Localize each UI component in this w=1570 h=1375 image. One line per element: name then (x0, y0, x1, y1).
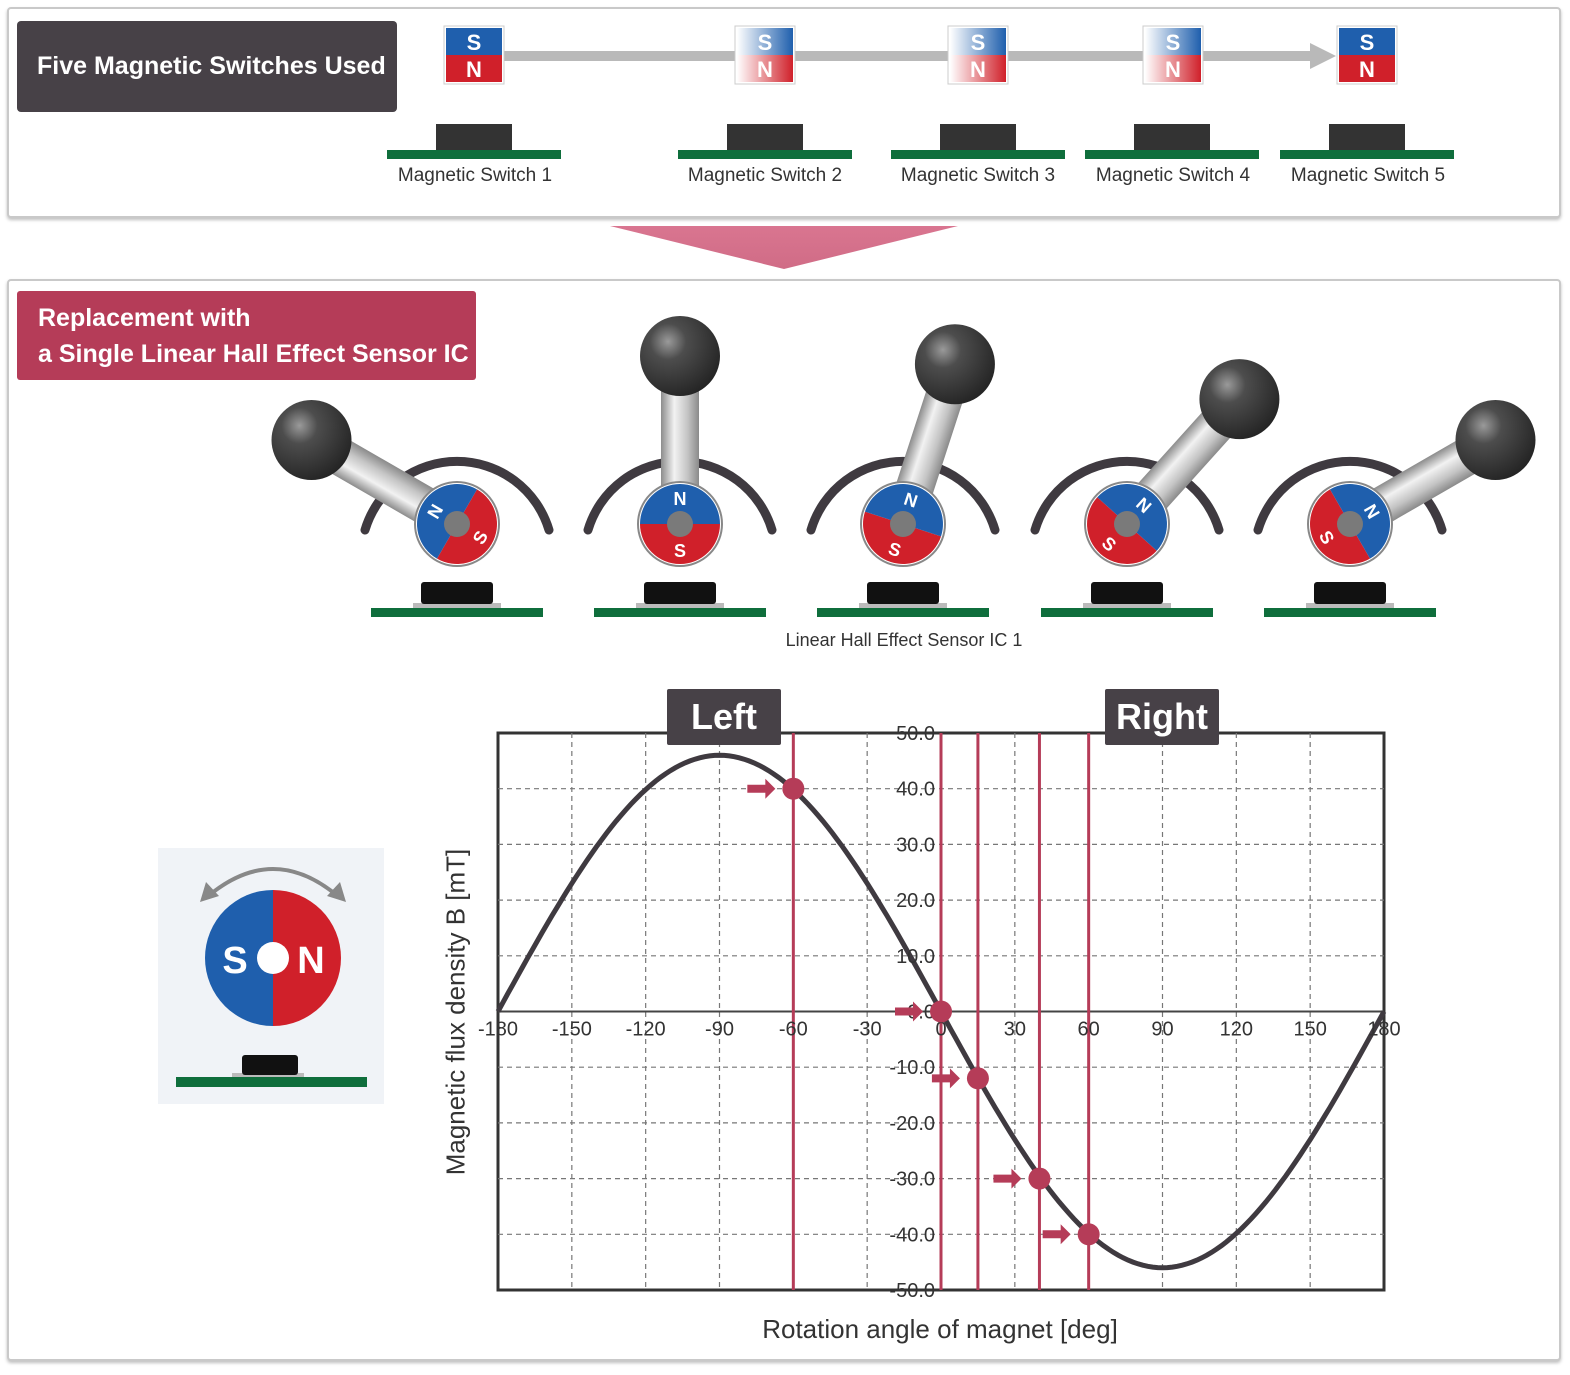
rotate-right-arrow-icon (327, 882, 346, 902)
joystick-lever-2 (583, 316, 777, 617)
sensor-panel (7, 279, 1561, 1361)
y-tick-label: -40.0 (889, 1224, 935, 1246)
y-tick-label: -50.0 (889, 1280, 935, 1302)
track-magnet-north-4: N (1165, 57, 1181, 82)
y-tick-label: 20.0 (896, 890, 935, 912)
x-tick-label: -90 (705, 1019, 734, 1041)
magnetic-switch-4 (1085, 124, 1259, 159)
sensor-panel-title-line1: Replacement with (38, 304, 251, 332)
lever-north-pole-3: N (901, 489, 920, 512)
region-label-right: Right (1105, 689, 1219, 745)
y-tick-label: -30.0 (889, 1169, 935, 1191)
y-tick-label: -10.0 (889, 1057, 935, 1079)
track-magnet-north-1: N (466, 57, 482, 82)
magnetic-switches (387, 124, 1454, 159)
switch-label-2: Magnetic Switch 2 (687, 165, 843, 186)
threshold-point (930, 1000, 952, 1023)
y-tick-label: 10.0 (896, 946, 935, 968)
track-magnet-south-1: S (467, 30, 482, 55)
x-tick-label: 60 (1078, 1019, 1100, 1041)
x-tick-label: 30 (1004, 1019, 1026, 1041)
x-tick-label: 90 (1151, 1019, 1173, 1041)
x-tick-label: 150 (1293, 1019, 1326, 1041)
magnetic-switch-1 (387, 124, 561, 159)
switch-label-5: Magnetic Switch 5 (1290, 165, 1446, 186)
region-label-left: Left (667, 689, 781, 745)
sensor-panel-title-line2: a Single Linear Hall Effect Sensor IC (38, 340, 469, 368)
y-axis-label: Magnetic flux density B [mT] (440, 848, 471, 1176)
threshold-arrow-icon (895, 1001, 923, 1022)
track-magnet-1 (443, 25, 505, 85)
magnetic-switch-2 (678, 124, 852, 159)
track-magnet-5 (1336, 25, 1398, 85)
joystick-lever-3 (806, 324, 1000, 617)
inset-south-pole: S (222, 940, 247, 982)
track-magnet-south-4: S (1166, 30, 1181, 55)
sensor-label: Linear Hall Effect Sensor IC 1 (785, 630, 1023, 650)
switches-panel-title: Five Magnetic Switches Used (17, 21, 397, 112)
x-tick-label: 180 (1367, 1019, 1400, 1041)
track-magnet-north-5: N (1359, 57, 1375, 82)
lever-south-pole-2: S (674, 541, 686, 561)
magnet-travel-arrow (503, 43, 1336, 69)
y-tick-label: 30.0 (896, 834, 935, 856)
switch-label-3: Magnetic Switch 3 (900, 165, 1056, 186)
threshold-arrow-icon (931, 1068, 960, 1089)
magnet-rotation-inset (158, 848, 384, 1104)
lever-north-pole-2: N (674, 489, 687, 509)
x-tick-label: -120 (626, 1019, 666, 1041)
x-tick-label: -30 (853, 1019, 882, 1041)
switch-label-4: Magnetic Switch 4 (1095, 165, 1251, 186)
inset-north-pole: N (297, 940, 324, 982)
joystick-lever-5 (1253, 400, 1536, 617)
track-magnet-south-3: S (971, 30, 986, 55)
track-magnet-4 (1142, 25, 1204, 85)
sensor-panel-title: Replacement with a Single Linear Hall Ef… (17, 291, 476, 380)
rotate-left-arrow-icon (200, 882, 219, 902)
y-tick-label: 40.0 (896, 779, 935, 801)
track-magnet-north-3: N (970, 57, 986, 82)
transition-arrow (610, 226, 958, 269)
threshold-point (782, 777, 805, 800)
y-tick-label: 50.0 (896, 723, 935, 745)
threshold-point (1028, 1167, 1051, 1190)
threshold-arrow-icon (1042, 1224, 1071, 1245)
threshold-point (966, 1067, 989, 1090)
lever-south-pole-3: S (886, 538, 904, 561)
x-tick-label: -150 (552, 1019, 592, 1041)
x-tick-label: -180 (478, 1019, 518, 1041)
track-magnet-2 (734, 25, 796, 85)
magnetic-switch-3 (891, 124, 1065, 159)
joystick-levers (271, 316, 1536, 617)
track-magnet-3 (947, 25, 1009, 85)
y-tick-label: -20.0 (889, 1113, 935, 1135)
joystick-lever-1 (271, 400, 554, 617)
track-magnet-north-2: N (757, 57, 773, 82)
track-magnet-south-2: S (758, 30, 773, 55)
track-magnet-south-5: S (1360, 30, 1375, 55)
switch-label-1: Magnetic Switch 1 (397, 165, 553, 186)
magnetic-switch-5 (1280, 124, 1454, 159)
x-axis-label: Rotation angle of magnet [deg] (762, 1314, 1118, 1344)
x-tick-label: 120 (1220, 1019, 1253, 1041)
threshold-arrow-icon (993, 1168, 1022, 1189)
x-tick-label: -60 (779, 1019, 808, 1041)
x-tick-label: 0 (935, 1019, 946, 1041)
threshold-point (1077, 1223, 1100, 1246)
joystick-lever-4 (1030, 359, 1280, 617)
threshold-arrow-icon (747, 778, 776, 799)
track-magnets (443, 25, 1398, 85)
